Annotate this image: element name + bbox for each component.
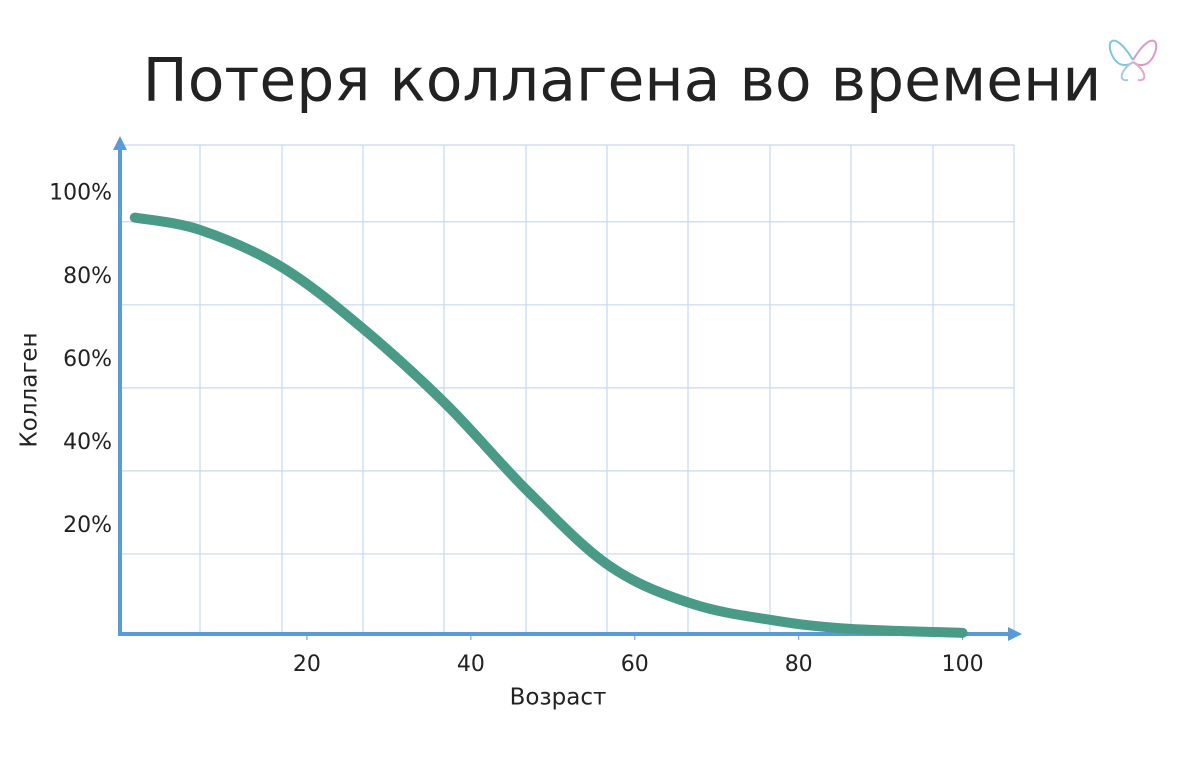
y-axis-arrow	[113, 136, 127, 150]
y-axis-label: Коллаген	[17, 332, 43, 447]
y-tick-label: 60%	[63, 347, 112, 372]
line	[129, 212, 968, 638]
x-tick-label: 80	[785, 652, 813, 677]
x-tick-label: 100	[942, 652, 984, 677]
y-tick-label: 100%	[49, 181, 112, 206]
y-tick-label: 40%	[63, 430, 112, 455]
logo	[1108, 39, 1158, 82]
x-grid	[120, 144, 1015, 634]
x-tick-label: 60	[621, 652, 649, 677]
y-tick-label: 20%	[63, 513, 112, 538]
x-tick-label: 40	[457, 652, 485, 677]
x-tick-label: 20	[293, 652, 321, 677]
x-axis-arrow	[1008, 627, 1022, 641]
y-tick-label: 80%	[63, 264, 112, 289]
x-axis-label: Возраст	[510, 685, 607, 711]
chart-title: Потеря коллагена во времени	[143, 46, 1102, 116]
